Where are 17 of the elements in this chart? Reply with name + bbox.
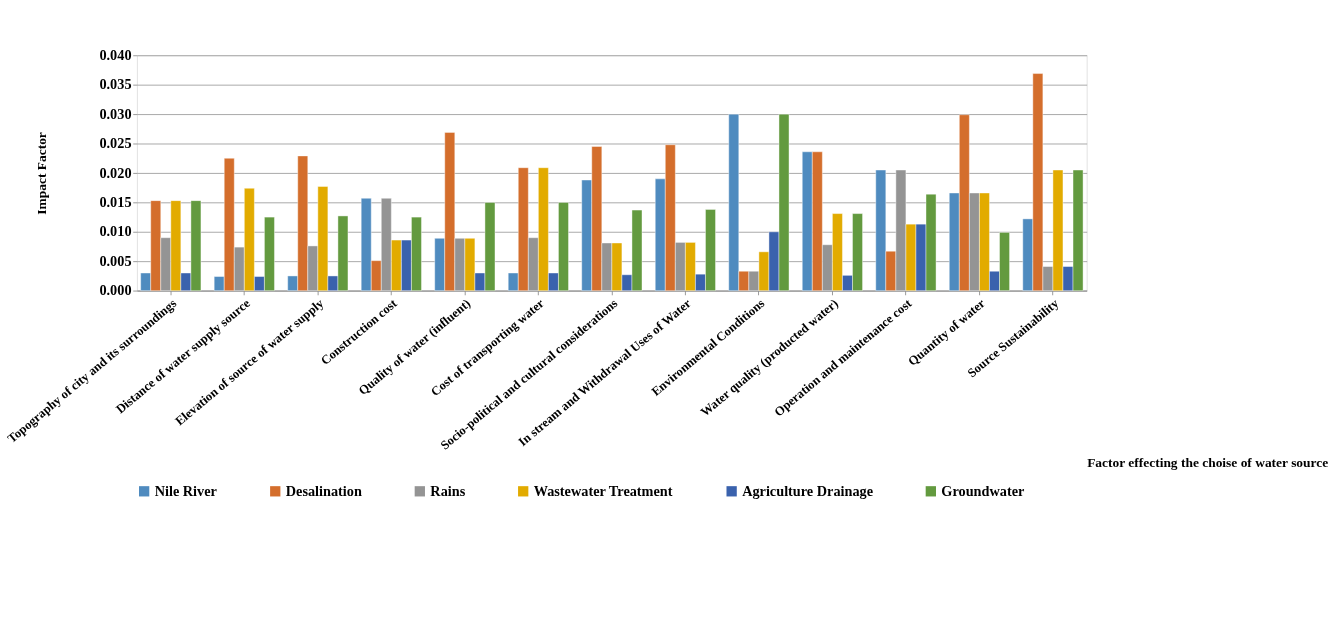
y-tick-label: 0.015 <box>99 194 132 211</box>
y-tick-label: 0.025 <box>99 135 132 152</box>
y-tick-label: 0.010 <box>99 223 132 240</box>
legend-label: Groundwater <box>941 482 1025 499</box>
legend-label: Nile River <box>154 482 218 499</box>
legend-label: Agriculture Drainage <box>742 482 874 499</box>
legend-label: Wastewater Treatment <box>533 482 673 499</box>
y-tick-label: 0.005 <box>99 252 132 269</box>
y-tick-label: 0.000 <box>99 282 132 299</box>
legend-label: Rains <box>430 482 466 499</box>
y-tick-label: 0.030 <box>99 105 132 122</box>
y-tick-label: 0.020 <box>99 164 132 181</box>
y-tick-label: 0.040 <box>99 46 132 63</box>
x-axis-title: Factor effecting the choise of water source <box>1087 454 1329 470</box>
y-axis-title: Impact Factor <box>34 132 50 215</box>
legend-label: Desalination <box>285 482 362 499</box>
y-tick-label: 0.035 <box>99 76 132 93</box>
